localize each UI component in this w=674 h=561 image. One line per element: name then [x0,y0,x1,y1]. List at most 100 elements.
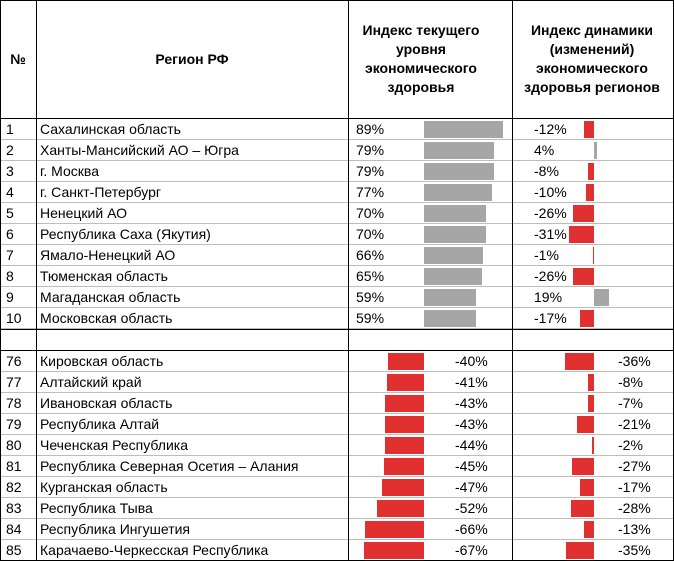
current-bar [424,121,503,138]
dynamic-value-label: -8% [534,163,559,179]
region-cell: Алтайский край [40,374,142,390]
region-cell: Карачаево-Черкесская Республика [40,542,269,558]
rank-cell: 2 [6,142,14,158]
dynamic-bar [592,437,594,454]
dynamic-bar [572,458,594,475]
region-cell: Московская область [40,310,173,326]
gap-row-top [0,329,674,330]
header-number: № [10,50,26,67]
row-divider [0,244,674,245]
header-dynamics-index: Индекс динамики (изменений) экономическо… [524,22,660,95]
region-cell: г. Москва [40,163,99,179]
current-bar [424,205,487,222]
current-bar [377,500,424,517]
region-cell: Республика Алтай [40,416,160,432]
current-bar [364,521,424,538]
current-value-label: 70% [356,226,385,242]
row-divider [0,307,674,308]
column-divider [36,0,37,561]
header-current-index: Индекс текущего уровня экономического зд… [362,22,480,95]
row-divider [0,434,674,435]
column-divider [0,0,1,561]
region-cell: Республика Тыва [40,500,153,516]
dynamic-bar [565,353,594,370]
row-divider [0,413,674,414]
rank-cell: 9 [6,289,14,305]
rank-cell: 84 [6,521,22,537]
rank-cell: 3 [6,163,14,179]
row-divider [0,223,674,224]
region-cell: Ивановская область [40,395,173,411]
dynamic-bar [586,184,594,201]
dynamic-value-label: 4% [534,142,555,158]
dynamic-value-label: -21% [618,416,651,432]
row-divider [0,286,674,287]
current-value-label: -43% [455,416,488,432]
current-bar [424,268,482,285]
dynamic-value-label: -2% [618,437,643,453]
current-value-label: 89% [356,121,385,137]
current-bar [385,416,424,433]
region-cell: Тюменская область [40,268,168,284]
row-divider [0,497,674,498]
top-border [0,0,674,1]
current-value-label: -67% [455,542,488,558]
rank-cell: 83 [6,500,22,516]
current-value-label: 77% [356,184,385,200]
rank-cell: 76 [6,353,22,369]
rank-cell: 80 [6,437,22,453]
current-value-label: -43% [455,395,488,411]
current-value-label: -44% [455,437,488,453]
region-cell: Кировская область [40,353,164,369]
column-divider [348,0,349,561]
current-bar [385,395,424,412]
dynamic-value-label: -35% [618,542,651,558]
current-bar [387,374,424,391]
region-cell: Курганская область [40,479,168,495]
current-value-label: -52% [455,500,488,516]
dynamic-bar [580,310,594,327]
current-value-label: 70% [356,205,385,221]
region-cell: г. Санкт-Петербург [40,184,161,200]
dynamic-bar [573,268,594,285]
gap-row-bottom [0,350,674,351]
current-value-label: 59% [356,289,385,305]
dynamic-value-label: -36% [618,353,651,369]
current-value-label: -66% [455,521,488,537]
dynamic-value-label: -10% [534,184,567,200]
current-value-label: -47% [455,479,488,495]
region-cell: Республика Северная Осетия – Алания [40,458,299,474]
region-cell: Ямало-Ненецкий АО [40,247,176,263]
dynamic-value-label: -7% [618,395,643,411]
rank-cell: 7 [6,247,14,263]
region-cell: Чеченская Республика [40,437,188,453]
dynamic-value-label: -27% [618,458,651,474]
region-cell: Сахалинская область [40,121,181,137]
current-bar [424,142,495,159]
row-divider [0,539,674,540]
rank-cell: 4 [6,184,14,200]
row-divider [0,371,674,372]
current-value-label: 65% [356,268,385,284]
header-bottom-border [0,118,674,119]
dynamic-value-label: -31% [534,226,567,242]
dynamic-bar [573,205,594,222]
dynamic-value-label: -17% [534,310,567,326]
row-divider [0,518,674,519]
current-value-label: -40% [455,353,488,369]
dynamic-bar [580,479,594,496]
column-divider [512,0,513,561]
current-value-label: 79% [356,142,385,158]
row-divider [0,455,674,456]
dynamic-value-label: -26% [534,268,567,284]
dynamic-value-label: -26% [534,205,567,221]
dynamic-bar [571,500,594,517]
rank-cell: 78 [6,395,22,411]
dynamic-value-label: -28% [618,500,651,516]
rank-cell: 10 [6,310,22,326]
dynamic-value-label: -8% [618,374,643,390]
current-value-label: 59% [356,310,385,326]
region-cell: Магаданская область [40,289,181,305]
dynamic-value-label: -12% [534,121,567,137]
